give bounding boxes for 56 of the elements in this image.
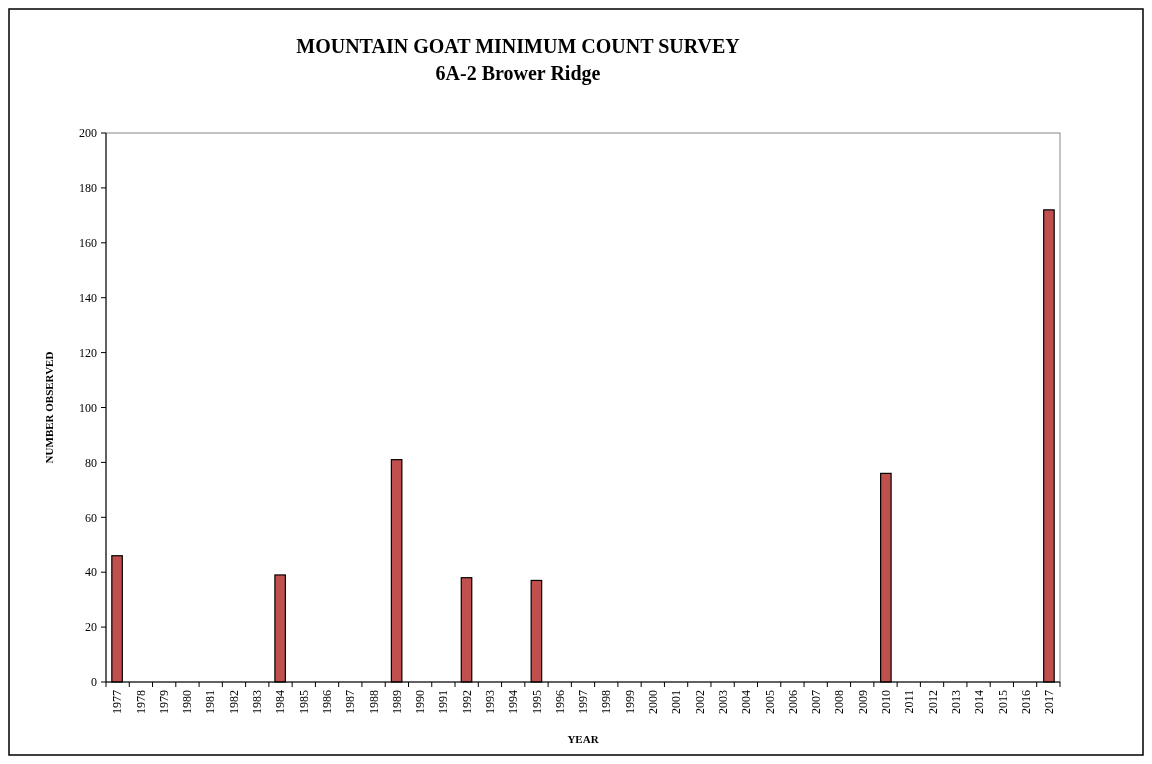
chart-title: MOUNTAIN GOAT MINIMUM COUNT SURVEY — [296, 35, 741, 57]
chart-subtitle: 6A-2 Brower Ridge — [435, 62, 601, 85]
y-tick-label: 120 — [79, 345, 97, 360]
x-tick-label: 1983 — [250, 690, 265, 714]
x-tick-label: 2015 — [995, 690, 1010, 714]
x-axis-title: YEAR — [567, 733, 600, 745]
x-tick-label: 1993 — [483, 690, 498, 714]
x-tick-label: 2003 — [715, 690, 730, 714]
x-tick-label: 2004 — [739, 690, 754, 714]
x-tick-label: 2001 — [669, 690, 684, 714]
x-tick-label: 2016 — [1018, 690, 1033, 714]
x-tick-label: 2013 — [948, 690, 963, 714]
x-tick-label: 1991 — [436, 690, 451, 714]
y-tick-label: 40 — [85, 565, 97, 580]
y-tick-label: 100 — [79, 400, 97, 415]
y-tick-label: 0 — [91, 675, 97, 690]
y-tick-label: 160 — [79, 236, 97, 250]
x-tick-label: 2005 — [762, 690, 777, 714]
x-tick-label: 2011 — [902, 690, 917, 714]
x-tick-label: 1987 — [343, 690, 358, 714]
y-tick-label: 180 — [79, 181, 97, 196]
x-tick-label: 1985 — [296, 690, 311, 714]
x-tick-label: 2009 — [855, 690, 870, 714]
x-tick-label: 1980 — [180, 690, 195, 714]
x-tick-label: 2017 — [1042, 690, 1057, 714]
x-tick-label: 2014 — [972, 690, 987, 714]
x-tick-label: 1977 — [110, 690, 125, 714]
x-tick-label: 2002 — [692, 690, 707, 714]
x-tick-label: 1999 — [622, 690, 637, 714]
y-tick-label: 200 — [79, 126, 97, 141]
x-tick-label: 1984 — [273, 690, 288, 714]
x-tick-label: 2012 — [925, 690, 940, 714]
x-tick-label: 1996 — [552, 690, 567, 714]
x-tick-label: 2007 — [809, 690, 824, 714]
x-tick-label: 1988 — [366, 690, 381, 714]
x-tick-label: 2010 — [879, 690, 894, 714]
x-tick-label: 1997 — [576, 690, 591, 714]
y-axis-title: NUMBER OBSERVED — [43, 351, 55, 464]
y-tick-label: 60 — [85, 510, 97, 525]
x-tick-label: 2000 — [646, 690, 661, 714]
x-tick-label: 1989 — [389, 690, 404, 714]
x-tick-label: 1981 — [203, 690, 218, 714]
x-tick-label: 1998 — [599, 690, 614, 714]
x-tick-label: 1982 — [226, 690, 241, 714]
x-tick-label: 2008 — [832, 690, 847, 714]
x-tick-label: 1978 — [133, 690, 148, 714]
x-tick-label: 1986 — [319, 690, 334, 714]
x-tick-label: 1992 — [459, 690, 474, 714]
y-tick-label: 140 — [79, 290, 97, 305]
y-tick-label: 20 — [85, 620, 97, 635]
y-tick-label: 80 — [85, 455, 97, 470]
x-tick-label: 1994 — [506, 690, 521, 714]
x-tick-label: 2006 — [785, 690, 800, 714]
x-tick-label: 1979 — [156, 690, 171, 714]
x-tick-label: 1995 — [529, 690, 544, 714]
x-tick-label: 1990 — [413, 690, 428, 714]
